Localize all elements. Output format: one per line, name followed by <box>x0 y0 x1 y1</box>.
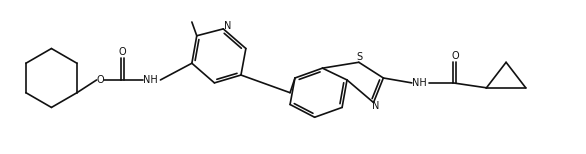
Text: N: N <box>223 21 231 31</box>
Text: NH: NH <box>413 78 427 88</box>
Text: O: O <box>97 75 104 85</box>
Text: NH: NH <box>143 75 158 85</box>
Text: S: S <box>357 52 363 62</box>
Text: O: O <box>118 47 126 57</box>
Text: O: O <box>451 51 459 61</box>
Text: N: N <box>372 101 379 111</box>
